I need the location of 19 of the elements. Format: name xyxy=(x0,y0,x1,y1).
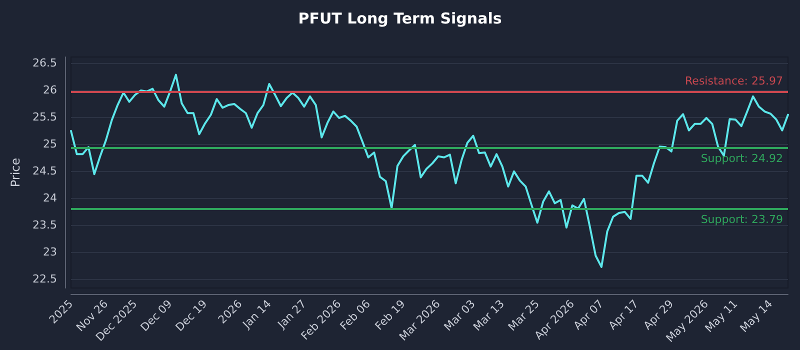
y-tick-label: 24.5 xyxy=(32,164,57,178)
x-tick-label: Jan 14 xyxy=(240,297,274,332)
y-tick-label: 25 xyxy=(43,137,57,150)
y-tick-label: 26.5 xyxy=(32,56,57,70)
y-tick-label: 25.5 xyxy=(32,110,57,124)
x-tick-label: Dec 19 xyxy=(173,297,210,334)
y-axis-title: Price xyxy=(8,158,23,188)
ref-line-label: Support: 24.92 xyxy=(700,152,783,166)
chart-title: PFUT Long Term Signals xyxy=(298,10,502,28)
ref-line-label: Support: 23.79 xyxy=(700,213,783,226)
y-tick-label: 23.5 xyxy=(32,218,57,232)
y-tick-label: 24 xyxy=(43,191,57,204)
line-series xyxy=(70,74,789,268)
x-tick-label: Dec 09 xyxy=(138,297,175,334)
y-tick-label: 26 xyxy=(43,83,57,96)
x-tick-label: Apr 17 xyxy=(606,297,642,332)
ref-line-label: Resistance: 25.97 xyxy=(685,74,783,88)
y-tick-label: 23 xyxy=(43,245,57,258)
y-tick-label: 22.5 xyxy=(32,272,57,286)
